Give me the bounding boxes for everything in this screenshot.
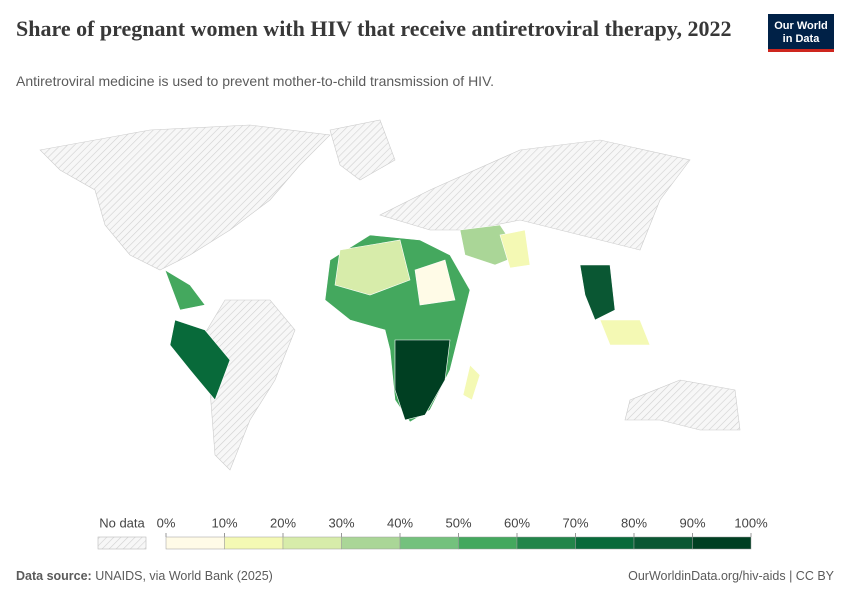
legend-bin [516,536,576,550]
legend-tick-label: 50% [445,515,471,530]
legend-tick-label: 20% [270,515,296,530]
legend-bin [282,536,342,550]
legend-bin [224,536,284,550]
logo[interactable]: Our World in Data [768,14,834,52]
land [39,119,741,471]
legend-tick-label: 40% [387,515,413,530]
legend-tick-label: 90% [679,515,705,530]
source-label: Data source: [16,569,92,583]
source-text: UNAIDS, via World Bank (2025) [95,569,273,583]
legend-bin [692,536,752,550]
legend-tick-label: 70% [562,515,588,530]
logo-line: in Data [782,33,820,45]
legend-tick-label: 60% [504,515,530,530]
chart-subtitle: Antiretroviral medicine is used to preve… [16,73,495,89]
legend-tick-label: 30% [328,515,354,530]
legend-tick-label: 100% [734,515,768,530]
logo-line: Our World [774,20,828,32]
chart-title: Share of pregnant women with HIV that re… [16,16,732,41]
no-data-label: No data [99,515,145,530]
legend-tick-label: 0% [157,515,176,530]
legend-bin [458,536,518,550]
legend-bin [633,536,693,550]
legend-bin [399,536,459,550]
legend-bin [341,536,401,550]
url[interactable]: OurWorldinData.org/hiv-aids | CC BY [628,569,834,583]
legend-bin [165,536,225,550]
legend-tick-label: 10% [211,515,237,530]
source: Data source: UNAIDS, via World Bank (202… [16,569,273,583]
legend-bin [575,536,635,550]
legend-tick-label: 80% [621,515,647,530]
no-data-swatch [97,536,147,550]
